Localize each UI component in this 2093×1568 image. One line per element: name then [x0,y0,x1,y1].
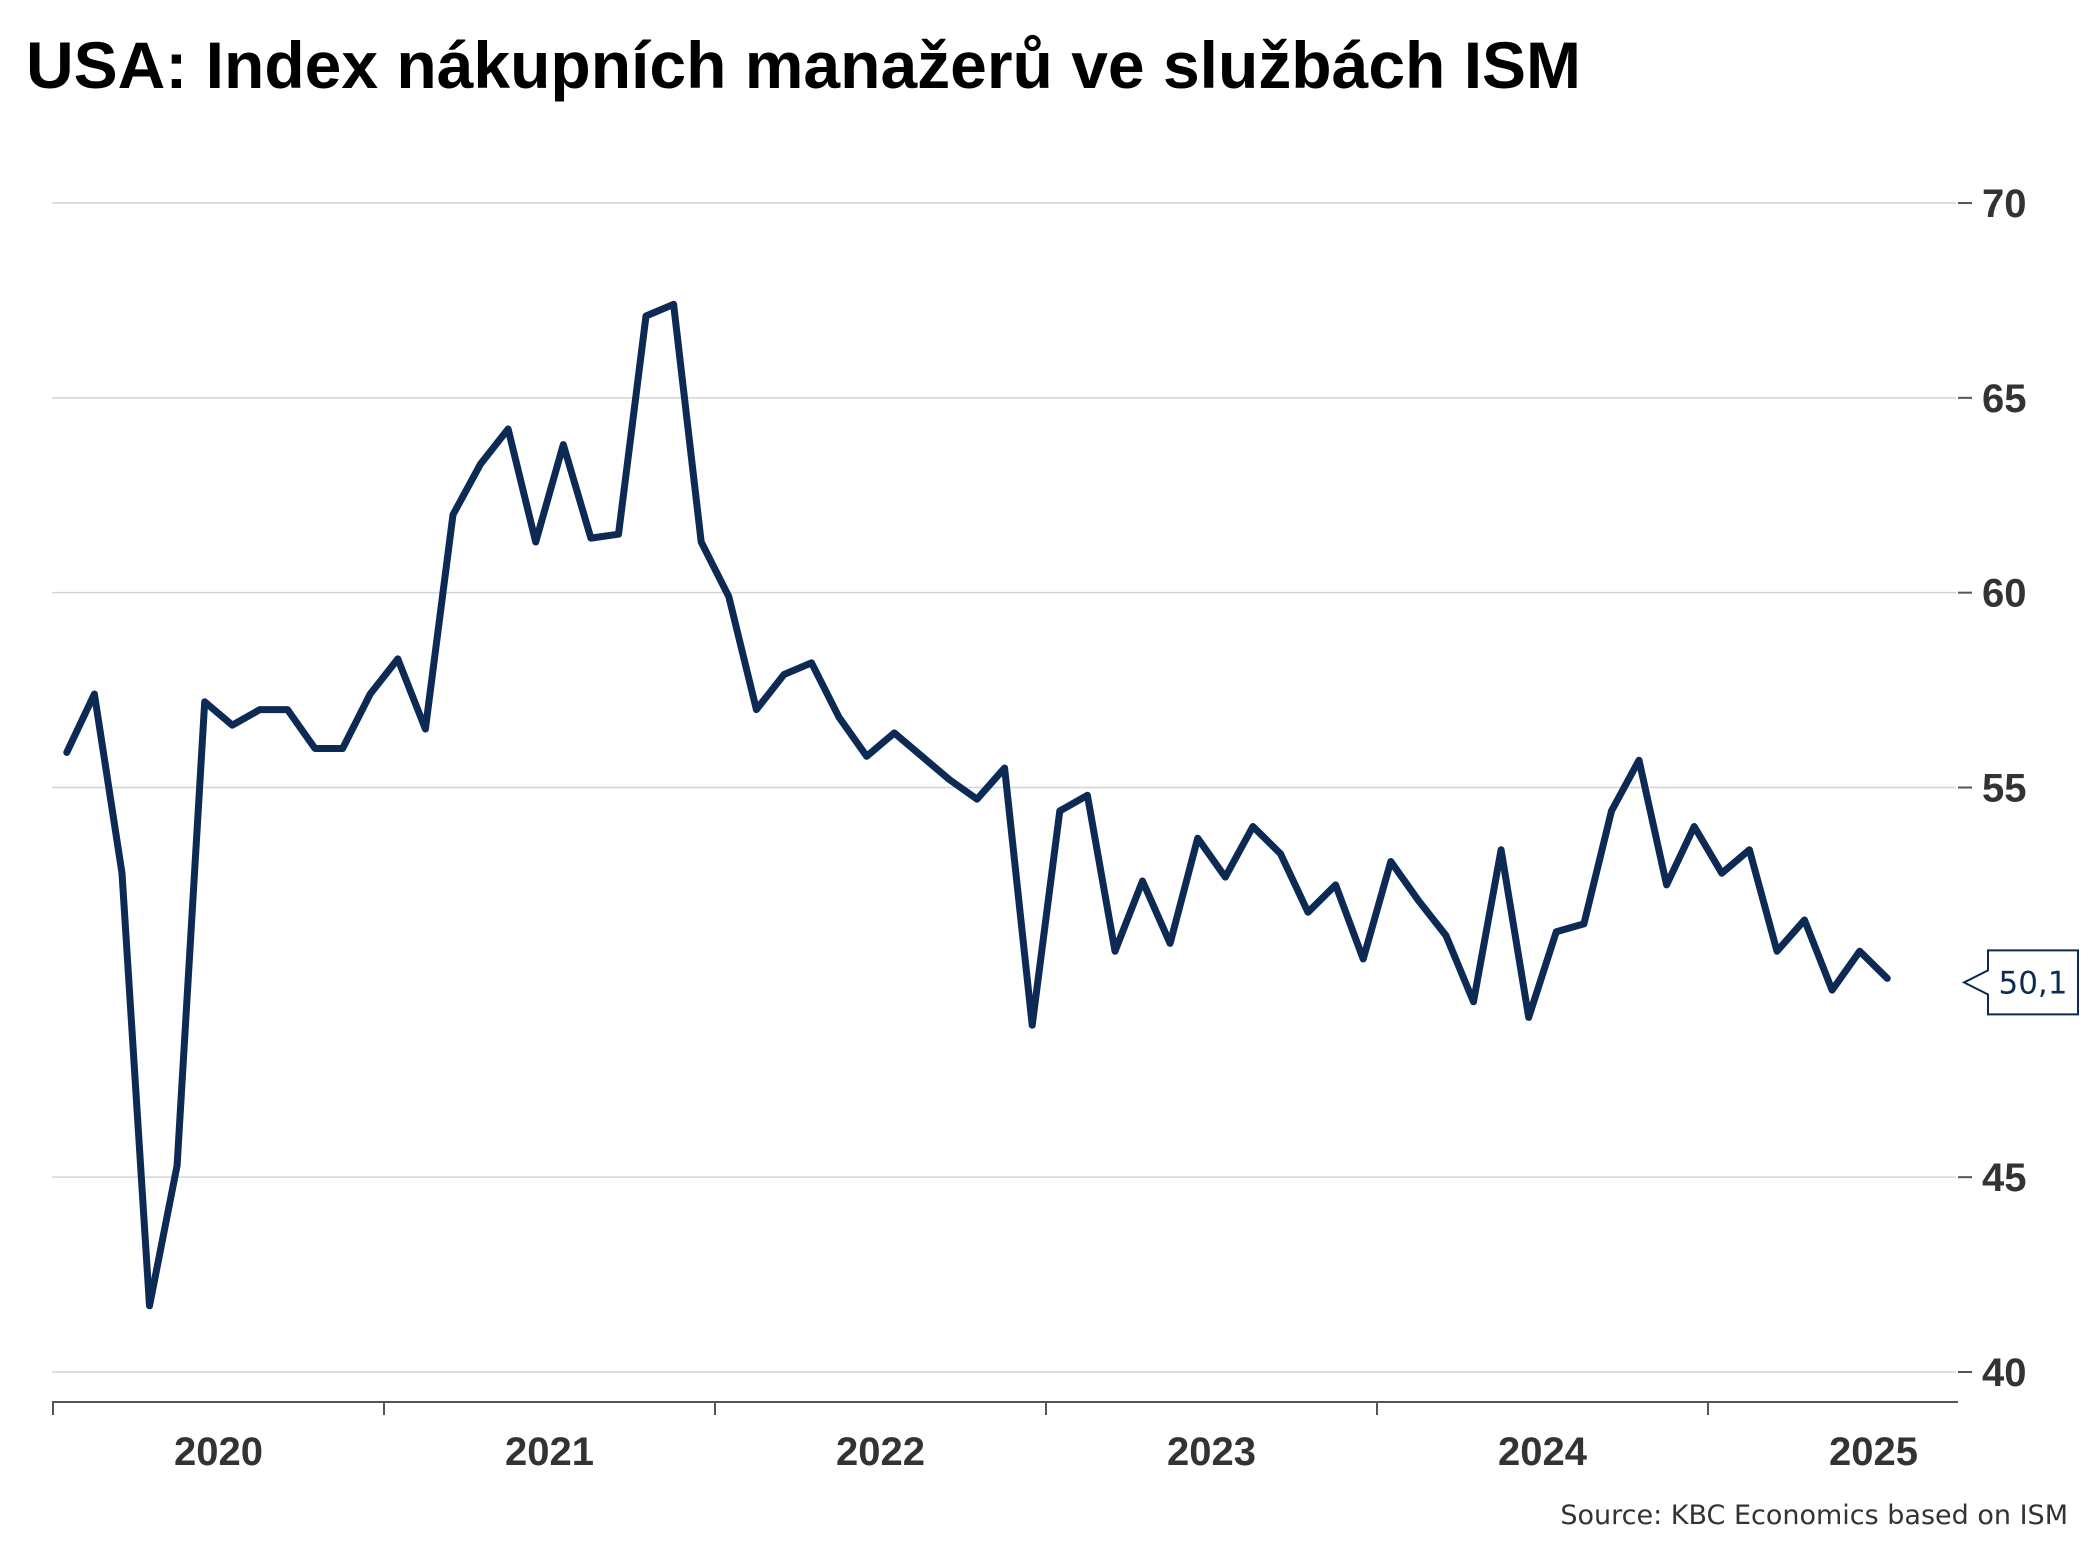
x-tick-label: 2021 [505,1430,594,1474]
last-value-callout: 50,1 [1961,949,2079,1016]
y-axis: 70 65 60 55 45 40 [1958,182,2027,1395]
y-tick-label: 70 [1982,182,2027,226]
series [63,300,1891,1310]
x-axis: 2020 2021 2022 2023 2024 2025 [52,1401,1958,1474]
y-tick-label: 40 [1982,1351,2027,1395]
source-note: Source: KBC Economics based on ISM [1560,1500,2068,1531]
last-value-label: 50,1 [1998,965,2067,1001]
chart-title: USA: Index nákupních manažerů ve službác… [26,28,1582,102]
y-tick-label: 60 [1982,572,2027,616]
x-tick-label: 2020 [174,1430,263,1474]
y-tick-label: 45 [1982,1156,2027,1200]
x-tick-label: 2024 [1498,1430,1588,1474]
y-tick-label: 65 [1982,377,2027,421]
x-tick-label: 2025 [1829,1430,1918,1474]
x-tick-label: 2023 [1167,1430,1256,1474]
series-line [63,300,1891,1310]
x-tick-label: 2022 [836,1430,925,1474]
callout-box [1961,949,2079,1016]
y-tick-label: 55 [1982,767,2027,811]
